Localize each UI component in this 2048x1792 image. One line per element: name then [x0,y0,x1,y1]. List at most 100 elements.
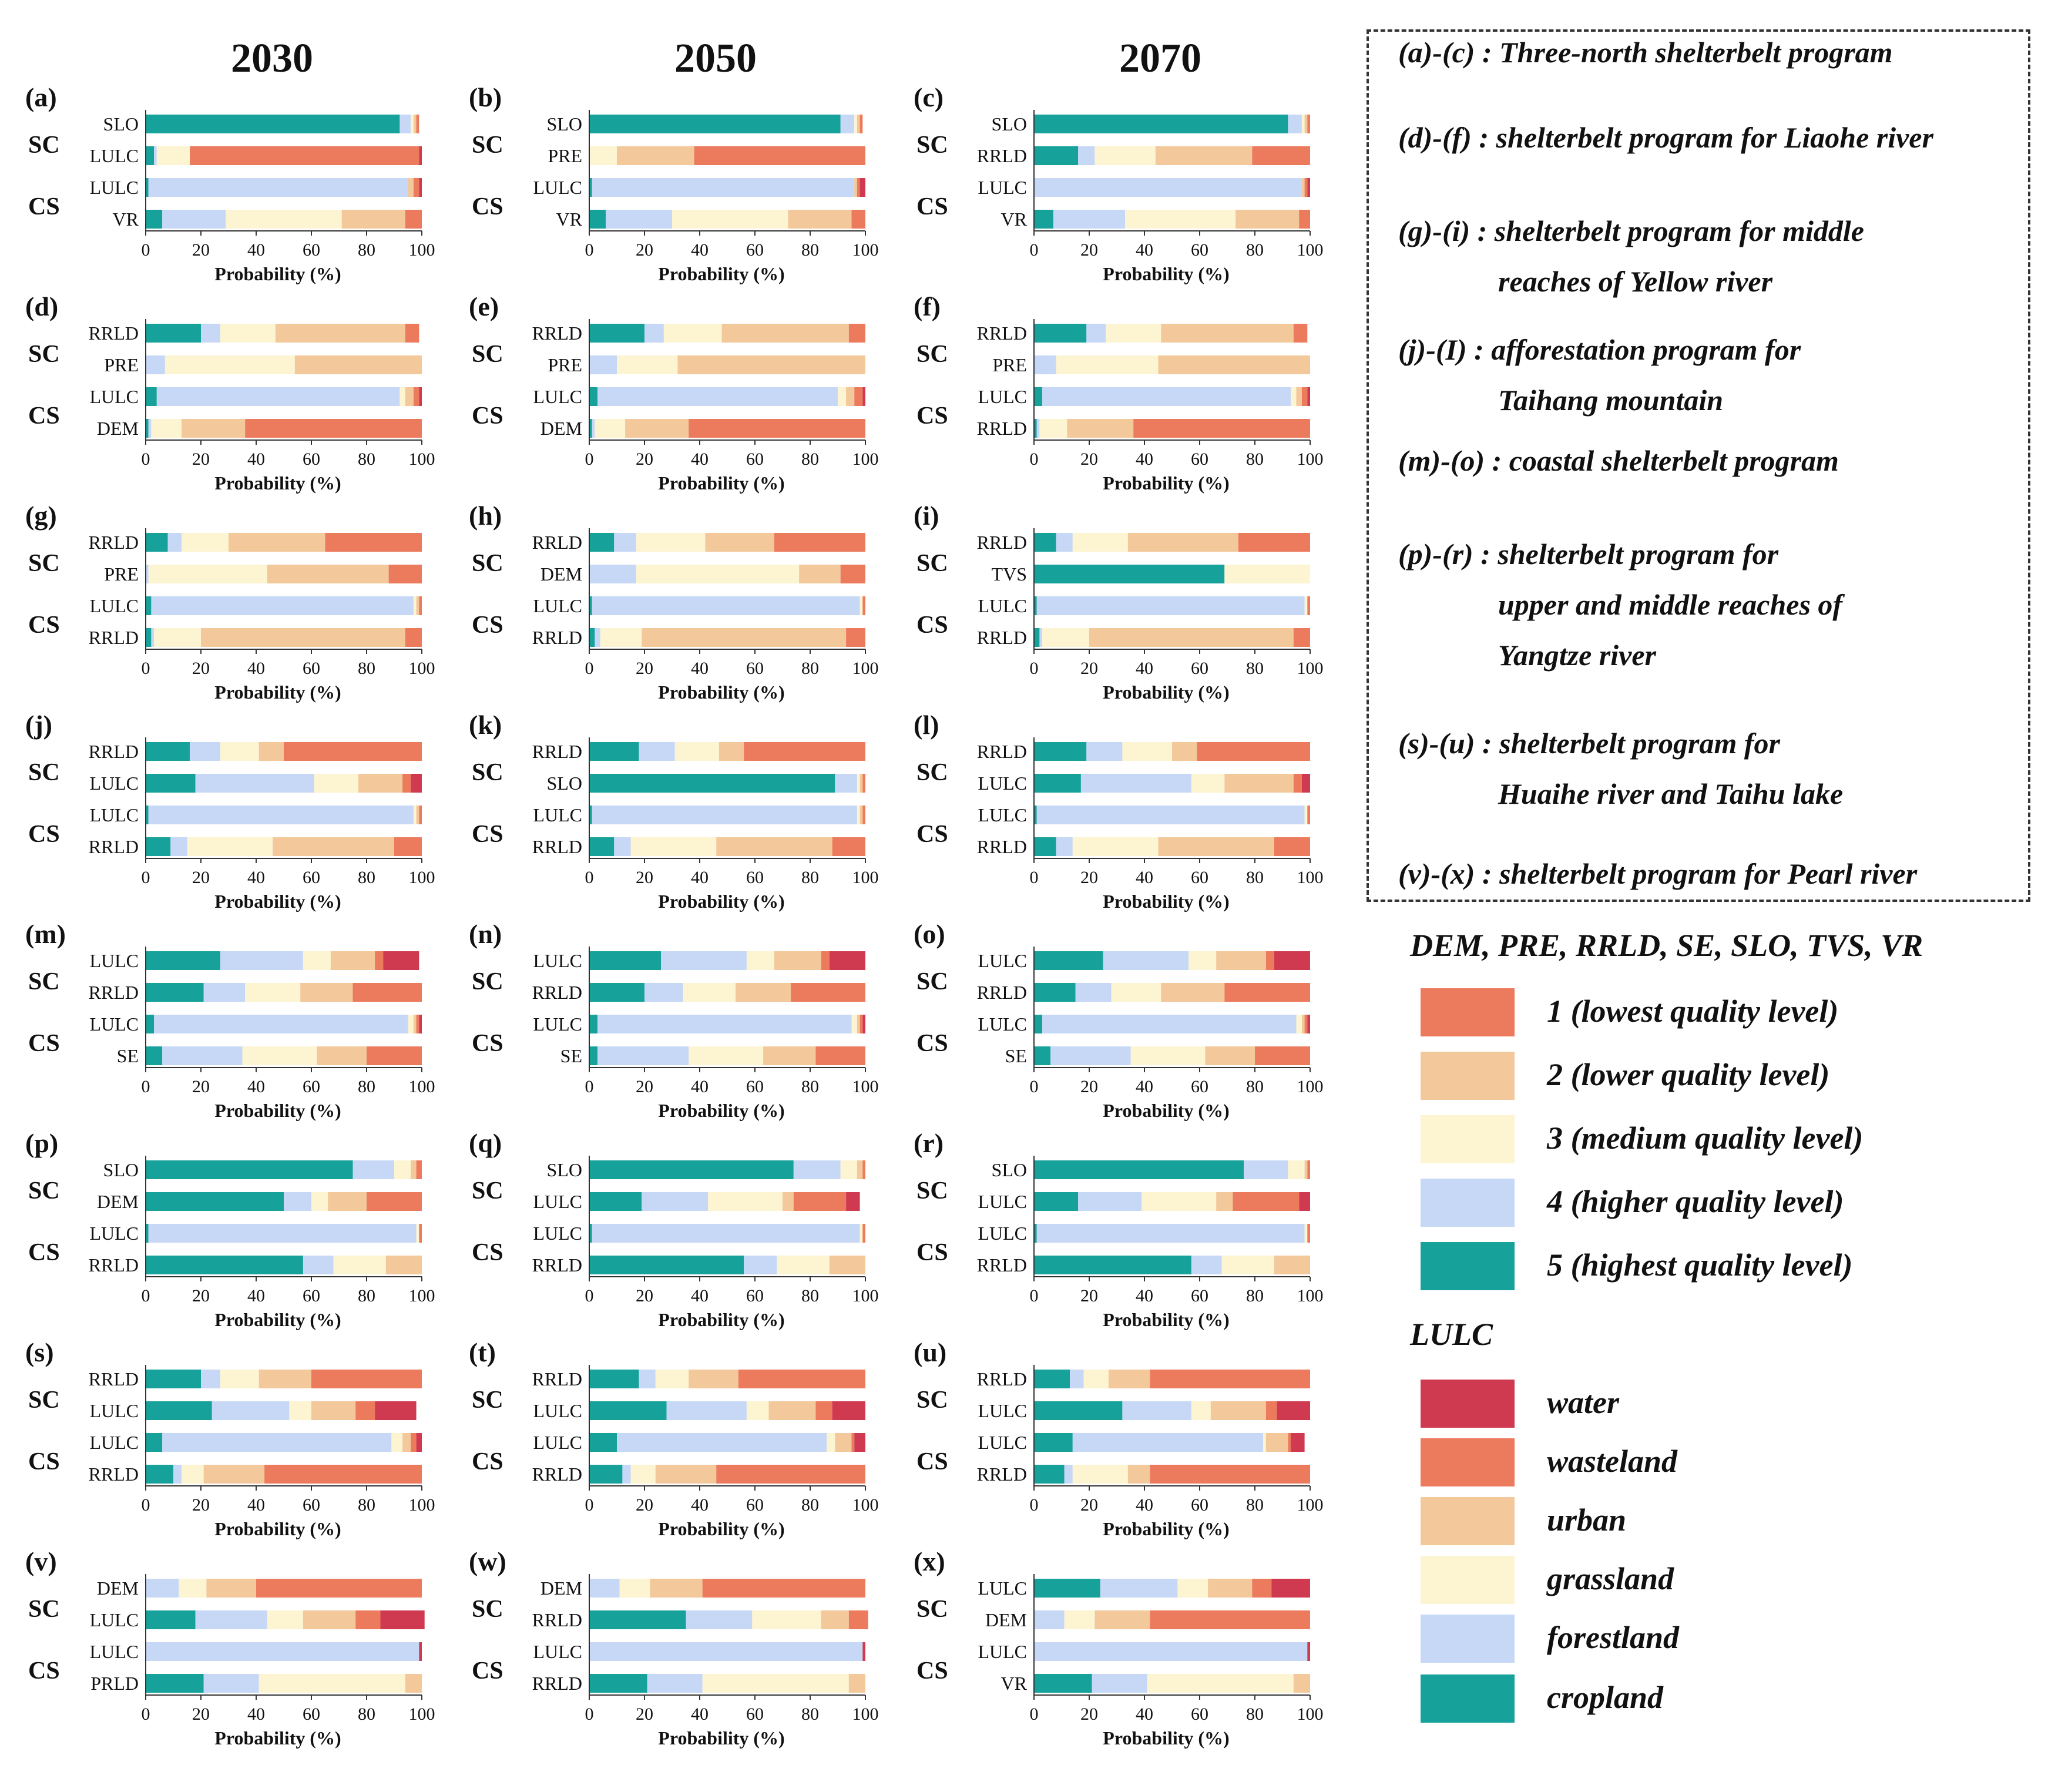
bar-segment [592,596,860,615]
bar-segment [716,837,832,856]
x-tick-label: 20 [1080,1077,1098,1096]
x-tick-label: 60 [746,1077,764,1096]
group-label-sc: SC [472,1596,503,1623]
x-tick-label: 80 [1246,1077,1264,1096]
bar-segment [1042,1015,1297,1033]
panel-label: (a) [25,82,57,112]
bar-category-label: VR [113,209,139,230]
bar-segment [1304,1224,1308,1243]
bar-category-label: RRLD [532,1368,582,1390]
bar-segment [405,387,414,406]
x-tick-label: 40 [1136,1286,1153,1306]
bar-segment [857,178,860,197]
bar-segment [617,1433,827,1452]
bar-segment [1210,1401,1266,1420]
panel-label: (c) [914,82,944,112]
bar-segment [597,387,838,406]
bar-segment [1235,210,1300,229]
bar-segment [162,210,226,229]
bar-segment [148,419,152,438]
bar-segment [589,1046,598,1065]
bar-segment [1224,774,1294,793]
x-tick-label: 80 [801,1495,819,1515]
bar-category-label: LULC [978,1400,1027,1421]
bar-category-label: PRE [104,354,139,375]
x-tick-label: 0 [585,1495,594,1515]
bar-segment [405,210,422,229]
bar-segment [146,1224,149,1243]
bar-segment [838,387,847,406]
bar-segment [1191,1256,1222,1274]
bar-segment [1293,774,1302,793]
bar-segment [595,628,600,647]
bar-segment [614,837,631,856]
year-header-2070: 2070 [1119,36,1201,81]
bar-segment [655,1465,717,1484]
bar-segment [636,533,706,552]
bar-segment [399,387,405,406]
x-tick-label: 80 [1246,868,1264,887]
bar-segment [705,533,774,552]
bar-segment [752,1610,821,1629]
group-label-cs: CS [472,193,503,220]
bar-category-label: RRLD [532,741,582,762]
group-label-cs: CS [472,402,503,429]
panel-n: (n) SC CS LULC RRLD LULC SE0 20 40 60 80 100 Probabi… [469,919,879,1121]
x-tick-label: 100 [852,240,879,260]
x-tick-label: 20 [1080,1495,1098,1515]
bar-category-label: RRLD [977,145,1027,166]
panel-label: (h) [469,501,502,531]
bar-category-label: LULC [533,1191,582,1212]
bar-segment [1130,1046,1206,1065]
x-tick-label: 0 [585,1704,594,1724]
bar-segment [1092,1674,1147,1693]
bar-category-label: LULC [978,1223,1027,1244]
group-label-cs: CS [916,193,948,220]
bar-segment [1205,1046,1255,1065]
bar-segment [146,210,163,229]
bar-segment [1161,324,1294,343]
panel-b: (b) SC CS SLO PRE LULC VR0 20 40 60 80 100 Probabili… [469,82,879,284]
bar-category-label: RRLD [89,741,139,762]
x-tick-label: 20 [636,1495,653,1515]
bar-segment [146,1370,201,1388]
x-tick-label: 100 [1297,1704,1324,1724]
group-label-sc: SC [472,759,503,786]
bar-segment [860,1224,863,1243]
bar-segment [146,178,149,197]
panel-label: (q) [469,1128,502,1158]
group-label-sc: SC [28,968,60,995]
bar-segment [1034,1401,1123,1420]
x-tick-label: 0 [142,659,150,678]
bar-segment [860,178,865,197]
bar-segment [738,1370,865,1388]
bar-category-label: LULC [89,773,139,794]
bar-segment [1216,951,1266,970]
bar-segment [862,1015,865,1033]
bar-segment [146,1465,173,1484]
bar-segment [630,1465,656,1484]
x-tick-label: 40 [247,240,265,260]
bar-segment [689,1046,764,1065]
bar-segment [416,1224,419,1243]
bar-segment [1221,1256,1274,1274]
bar-segment [589,774,835,793]
bar-segment [1072,533,1128,552]
group-label-cs: CS [472,612,503,639]
program-label-pqr: (p)-(r) : shelterbelt program for upper a… [1398,538,1843,672]
group-label-sc: SC [28,1387,60,1414]
bar-category-label: DEM [540,563,582,585]
legend-swatch [1421,1674,1515,1723]
x-tick-label: 60 [1191,868,1208,887]
x-tick-label: 60 [303,1077,320,1096]
bar-segment [173,1465,182,1484]
bar-segment [1056,837,1073,856]
bar-segment [821,1610,849,1629]
bar-category-label: RRLD [89,1368,139,1390]
x-tick-label: 0 [142,1704,150,1724]
x-axis-title: Probability (%) [214,472,341,494]
x-tick-label: 20 [1080,868,1098,887]
bar-category-label: PRLD [90,1673,139,1694]
bar-segment [736,983,791,1002]
